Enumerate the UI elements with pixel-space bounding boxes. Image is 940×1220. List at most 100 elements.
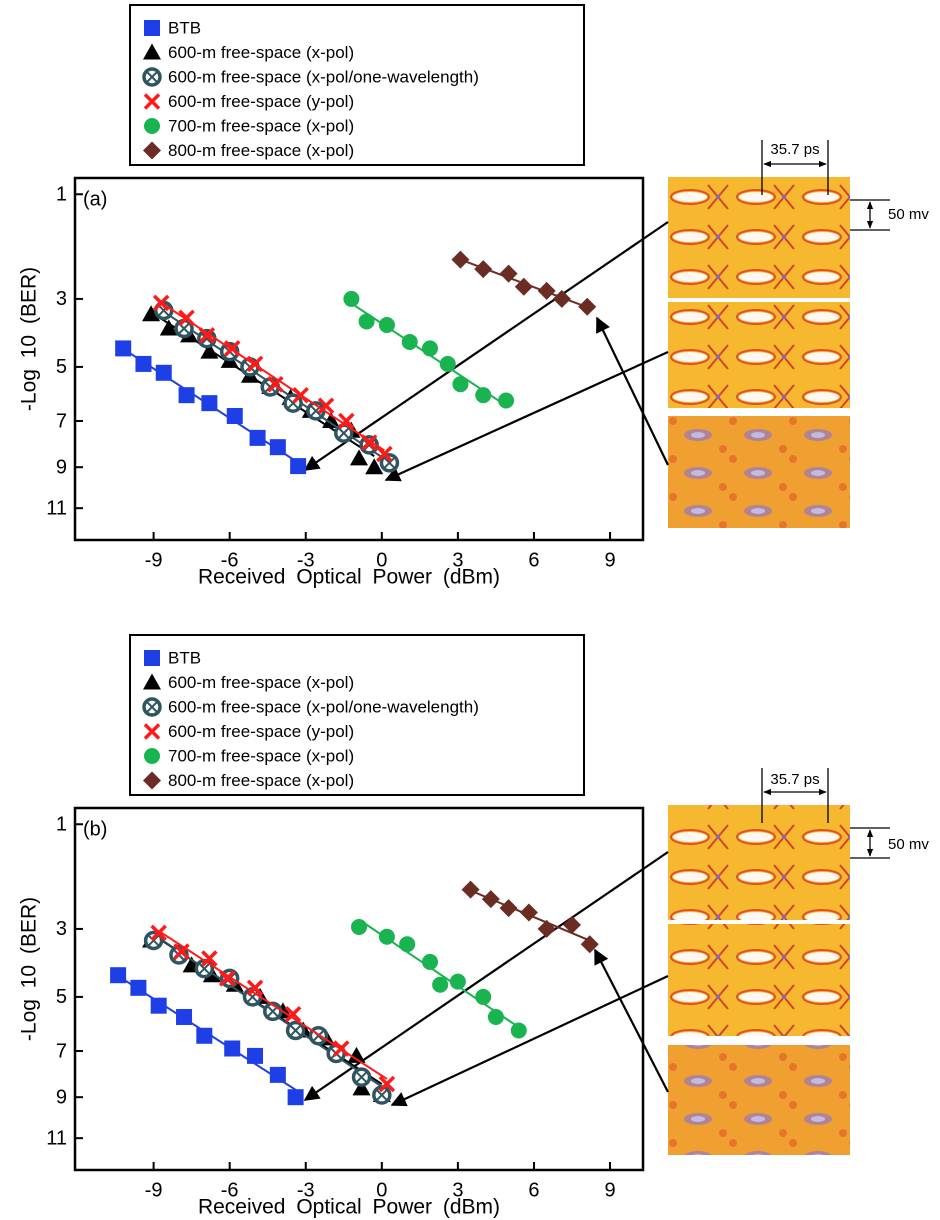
- eye-diagram: [668, 416, 850, 528]
- legend-label: 700-m free-space (x-pol): [168, 746, 354, 765]
- marker-circle: [144, 748, 160, 764]
- plot-frame: [75, 808, 643, 1170]
- marker-circle: [379, 929, 395, 945]
- legend-label: 600-m free-space (x-pol/one-wavelength): [168, 697, 479, 716]
- annotation: 50 mv: [888, 206, 929, 223]
- marker-diamond: [538, 920, 556, 938]
- marker-circle: [399, 936, 415, 952]
- figure: BTB 600-m free-space (x-pol) 600-m free-sp…: [0, 0, 940, 1220]
- arrow: [392, 976, 668, 1105]
- marker-circle: [422, 340, 438, 356]
- arrow: [386, 352, 668, 480]
- marker-circle: [379, 317, 395, 333]
- marker-circle: [498, 393, 514, 409]
- y-axis-label: -Log 10 (BER): [18, 267, 41, 411]
- marker-square: [151, 998, 167, 1014]
- x-tick-label: 6: [528, 549, 539, 571]
- y-tick-label: 9: [56, 1086, 67, 1108]
- legend-label: BTB: [168, 18, 201, 37]
- marker-circle: [440, 356, 456, 372]
- y-tick-label: 5: [56, 986, 67, 1008]
- marker-diamond: [462, 881, 480, 899]
- marker-square: [250, 430, 266, 446]
- panel-label: (a): [83, 188, 107, 210]
- marker-circle: [343, 291, 359, 307]
- marker-square: [247, 1048, 263, 1064]
- plot-frame: [75, 178, 643, 540]
- legend-label: 600-m free-space (y-pol): [168, 92, 354, 111]
- marker-circle: [452, 376, 468, 392]
- marker-circle-x: [144, 69, 160, 85]
- y-tick-label: 3: [56, 288, 67, 310]
- y-tick-label: 11: [46, 497, 67, 519]
- marker-circle-x: [354, 1069, 370, 1085]
- x-tick-label: 9: [604, 549, 615, 571]
- legend-label: 800-m free-space (x-pol): [168, 141, 354, 160]
- x-axis-label: Received Optical Power (dBm): [198, 1196, 500, 1219]
- legend-label: BTB: [168, 648, 201, 667]
- marker-circle-x: [144, 699, 160, 715]
- marker-square: [130, 980, 146, 996]
- fit-line: [159, 931, 387, 1079]
- marker-square: [156, 365, 172, 381]
- marker-square: [115, 340, 131, 356]
- marker-circle: [488, 1009, 504, 1025]
- marker-square: [270, 1067, 286, 1083]
- marker-circle: [450, 974, 466, 990]
- y-tick-label: 7: [56, 410, 67, 432]
- x-tick-label: -9: [145, 549, 163, 571]
- marker-square: [196, 1028, 212, 1044]
- marker-square: [227, 408, 243, 424]
- marker-circle: [432, 977, 448, 993]
- eye-diagram: [668, 805, 850, 920]
- marker-circle: [511, 1023, 527, 1039]
- legend-label: 700-m free-space (x-pol): [168, 116, 354, 135]
- y-tick-label: 11: [46, 1127, 67, 1149]
- marker-circle: [351, 919, 367, 935]
- legend-label: 600-m free-space (y-pol): [168, 722, 354, 741]
- marker-diamond: [482, 890, 500, 908]
- marker-circle: [475, 989, 491, 1005]
- marker-circle: [402, 334, 418, 350]
- arrow: [597, 318, 668, 465]
- y-tick-label: 9: [56, 456, 67, 478]
- y-tick-label: 7: [56, 1040, 67, 1062]
- marker-square: [270, 439, 286, 455]
- legend-label: 600-m free-space (x-pol): [168, 673, 354, 692]
- marker-square: [144, 20, 160, 36]
- x-axis-label: Received Optical Power (dBm): [198, 566, 500, 589]
- marker-square: [176, 1009, 192, 1025]
- x-tick-label: 9: [604, 1179, 615, 1201]
- marker-diamond: [451, 251, 469, 269]
- eye-diagram: [668, 177, 850, 298]
- marker-square: [288, 1089, 304, 1105]
- y-tick-label: 1: [56, 184, 67, 206]
- marker-diamond: [553, 290, 571, 308]
- annotation: 50 mv: [888, 836, 929, 853]
- marker-square: [135, 356, 151, 372]
- marker-square: [201, 395, 217, 411]
- legend-label: 600-m free-space (x-pol/one-wavelength): [168, 67, 479, 86]
- marker-square: [224, 1040, 240, 1056]
- eye-diagram: [668, 1045, 850, 1155]
- marker-diamond: [474, 260, 492, 278]
- marker-diamond: [538, 282, 556, 300]
- marker-circle: [359, 313, 375, 329]
- panel-label: (b): [83, 818, 107, 840]
- marker-circle: [475, 387, 491, 403]
- fit-line: [161, 303, 384, 451]
- marker-square: [110, 967, 126, 983]
- y-tick-label: 3: [56, 918, 67, 940]
- eye-diagram: [668, 924, 850, 1036]
- legend-label: 800-m free-space (x-pol): [168, 771, 354, 790]
- marker-square: [179, 387, 195, 403]
- annotation: 35.7 ps: [770, 771, 819, 788]
- marker-diamond: [578, 298, 596, 316]
- y-axis-label: -Log 10 (BER): [18, 897, 41, 1041]
- arrow: [595, 950, 668, 1092]
- x-tick-label: -9: [145, 1179, 163, 1201]
- marker-square: [290, 458, 306, 474]
- y-tick-label: 1: [56, 814, 67, 836]
- marker-circle-x: [288, 1023, 304, 1039]
- marker-square: [144, 650, 160, 666]
